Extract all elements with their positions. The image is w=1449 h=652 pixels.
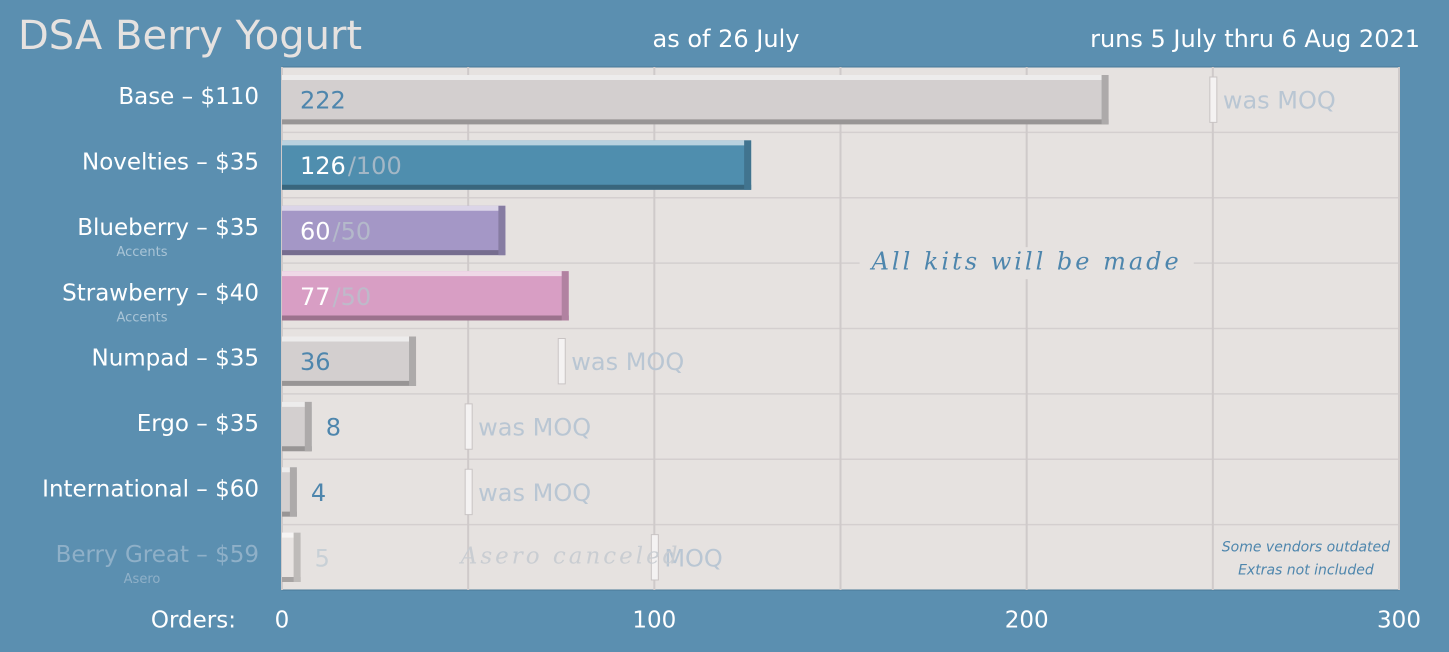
bar-bevel-top [282,75,1109,80]
x-tick-label: 100 [632,608,676,634]
moq-label: /50 [333,217,372,245]
bar-group [282,467,297,517]
bar-group [282,75,1109,125]
chart-subtitle: as of 26 July [653,25,800,53]
bar-bevel-top [282,271,569,277]
bar-bevel-top [282,401,312,407]
value-label: 222 [300,87,346,115]
bar-bevel-end [304,401,312,452]
bar-bevel-top [282,140,752,146]
chart-period: runs 5 July thru 6 Aug 2021 [1090,25,1420,53]
bar-bevel-top [282,532,301,538]
annotation-note: Extras not included [1238,562,1374,578]
x-tick-label: 300 [1377,608,1421,634]
category-label: International – $60 [42,476,259,502]
annotation: All kits will be made [870,248,1182,276]
bar-bevel-end [409,336,417,386]
value-label: 4 [311,479,326,507]
category-label: Novelties – $35 [82,150,259,176]
chart-title: DSA Berry Yogurt [18,13,362,59]
moq-label: was MOQ [1223,87,1336,115]
bar-group [282,401,312,452]
moq-marker [464,468,473,516]
value-label: 8 [326,414,341,442]
value-label: 60 [300,217,331,245]
moq-marker [650,534,659,581]
bar-group [282,205,506,256]
bar-bevel-end [289,467,297,517]
moq-label: /100 [348,152,402,180]
category-sublabel: Asero [124,572,161,587]
category-label: Blueberry – $35 [77,215,259,241]
x-tick-label: 0 [275,608,290,634]
category-label: Berry Great – $59 [56,542,259,568]
bar-bevel-top [282,467,297,473]
category-sublabel: Accents [116,245,167,260]
annotation-note: Some vendors outdated [1222,540,1390,556]
bar-group [282,271,569,321]
category-label: Strawberry – $40 [62,280,259,306]
x-tick-label: 200 [1005,608,1049,634]
bar [282,271,569,321]
bar [282,75,1109,125]
bar [282,140,752,190]
annotation-bg [859,247,1194,280]
value-label: 126 [300,152,346,180]
value-label: 36 [300,348,331,376]
bar-bevel-end [561,271,569,321]
bar-bevel-bottom [282,577,301,582]
moq-label: /50 [333,283,372,311]
bar-bevel-bottom [282,511,297,517]
bar-bevel-bottom [282,119,1109,125]
bar-bevel-end [498,205,506,256]
bar-bevel-bottom [282,184,752,190]
bar [282,336,417,386]
value-label: 5 [315,544,330,572]
bar [282,205,506,256]
moq-marker [464,403,473,450]
bar-bevel-bottom [282,446,312,452]
moq-marker [1209,76,1218,123]
x-axis-label: Orders: [151,608,236,634]
moq-label: MOQ [664,544,723,572]
category-label: Numpad – $35 [91,346,259,372]
bar-bevel-end [1101,75,1109,125]
bar-bevel-end [293,532,301,582]
bar-bevel-bottom [282,380,417,386]
category-label: Base – $110 [118,84,259,110]
bar-group [282,532,301,582]
moq-marker [557,338,566,385]
bar-bevel-end [744,140,752,190]
bar-bevel-top [282,336,417,342]
annotation: Asero canceled [459,543,681,569]
moq-label: was MOQ [478,479,591,507]
category-label: Ergo – $35 [137,411,259,437]
category-sublabel: Accents [116,310,167,325]
moq-label: was MOQ [571,348,684,376]
bar-bevel-top [282,205,506,211]
value-label: 77 [300,283,331,311]
bar-group [282,336,417,386]
bar-bevel-bottom [282,315,569,321]
bar-bevel-bottom [282,250,506,256]
bar-group [282,140,752,190]
moq-label: was MOQ [478,414,591,442]
